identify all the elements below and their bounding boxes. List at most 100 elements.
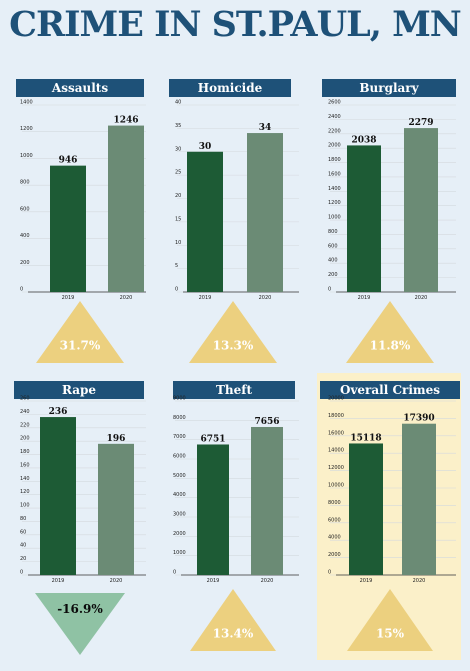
assaults-ytick-label: 400 bbox=[20, 233, 30, 239]
theft-ytick-label: 6000 bbox=[173, 454, 186, 460]
homicide-change-triangle bbox=[189, 301, 277, 363]
assaults-ytick-label: 800 bbox=[20, 180, 30, 186]
burglary-chart-title: Burglary bbox=[322, 79, 456, 97]
burglary-ytick-label: 2400 bbox=[328, 114, 341, 120]
assaults-value-label-2020: 1246 bbox=[113, 116, 138, 126]
homicide-ytick-label: 20 bbox=[175, 193, 181, 199]
homicide-chart-title: Homicide bbox=[169, 79, 291, 97]
theft-chart-title: Theft bbox=[173, 381, 295, 399]
rape-change-label: -16.9% bbox=[57, 602, 103, 616]
burglary-ytick-label: 1400 bbox=[328, 186, 341, 192]
rape-ytick-label: 120 bbox=[20, 489, 30, 495]
burglary-ytick-label: 1200 bbox=[328, 200, 341, 206]
homicide-chart-svg: 0 5 10 15 20 25 30 35 40 30 2019 34 2020 13.3% bbox=[175, 100, 299, 363]
rape-change-triangle bbox=[35, 593, 125, 655]
rape-chart-title: Rape bbox=[14, 381, 144, 399]
rape-ytick-label: 140 bbox=[20, 476, 30, 482]
theft-ytick-label: 1000 bbox=[173, 550, 186, 556]
overall-crimes-change-triangle bbox=[347, 589, 433, 651]
theft-bar-2020 bbox=[251, 426, 283, 575]
theft-ytick-label: 7000 bbox=[173, 434, 186, 440]
assaults-value-label-2019: 946 bbox=[59, 156, 78, 166]
rape-ytick-label: 0 bbox=[20, 570, 23, 576]
overall-crimes-category-label-2019: 2019 bbox=[360, 578, 373, 584]
assaults-chart-title: Assaults bbox=[16, 79, 144, 97]
homicide-category-label-2019: 2019 bbox=[199, 295, 212, 301]
theft-bar-2019 bbox=[197, 444, 229, 575]
overall-crimes-ytick-label: 10000 bbox=[328, 483, 344, 489]
homicide-ytick-label: 30 bbox=[175, 146, 181, 152]
homicide-chart-panel: Homicide 0 5 10 15 20 25 30 35 40 30 2019 34 2020 13.3… bbox=[163, 79, 303, 369]
rape-chart-svg: 0 20 40 60 80 100 120 140 160 180 200 220 240 260 236 2… bbox=[20, 396, 146, 655]
burglary-bar-2020 bbox=[404, 128, 438, 292]
burglary-ytick-label: 2600 bbox=[328, 100, 341, 106]
burglary-ytick-label: 0 bbox=[328, 287, 331, 293]
burglary-change-triangle bbox=[346, 301, 434, 363]
overall-crimes-chart-svg: 0 2000 4000 6000 8000 10000 12000 14000 16000 180… bbox=[328, 396, 456, 651]
overall-crimes-value-label-2020: 17390 bbox=[403, 414, 434, 424]
theft-value-label-2019: 6751 bbox=[200, 434, 225, 444]
burglary-ytick-label: 2200 bbox=[328, 128, 341, 134]
assaults-change-label: 31.7% bbox=[60, 338, 101, 352]
theft-category-label-2019: 2019 bbox=[207, 578, 220, 584]
overall-crimes-ytick-label: 0 bbox=[328, 570, 331, 576]
assaults-ytick-label: 1400 bbox=[20, 100, 33, 106]
rape-ytick-label: 100 bbox=[20, 503, 30, 509]
overall-crimes-ytick-label: 14000 bbox=[328, 448, 344, 454]
theft-ytick-label: 4000 bbox=[173, 492, 186, 498]
assaults-ytick-label: 1000 bbox=[20, 153, 33, 159]
assaults-chart-panel: Assaults 0 200 400 600 800 1000 1200 1400 946 2019… bbox=[10, 79, 150, 369]
rape-ytick-label: 80 bbox=[20, 516, 26, 522]
theft-ytick-label: 2000 bbox=[173, 531, 186, 537]
theft-ytick-label: 3000 bbox=[173, 512, 186, 518]
overall-crimes-ytick-label: 2000 bbox=[328, 552, 341, 558]
assaults-bar-2019 bbox=[50, 165, 86, 292]
rape-value-label-2020: 196 bbox=[107, 434, 126, 444]
homicide-ytick-label: 10 bbox=[175, 240, 181, 246]
burglary-value-label-2019: 2038 bbox=[351, 135, 376, 145]
homicide-category-label-2020: 2020 bbox=[259, 295, 272, 301]
rape-bar-2019 bbox=[40, 417, 76, 575]
overall-crimes-change-label: 15% bbox=[376, 626, 405, 640]
rape-chart-panel: Rape 0 20 40 60 80 100 120 140 160 180 200 220 240 260… bbox=[10, 381, 150, 671]
overall-crimes-ytick-label: 8000 bbox=[328, 500, 341, 506]
homicide-value-label-2019: 30 bbox=[199, 142, 212, 152]
rape-bar-2020 bbox=[98, 443, 134, 575]
burglary-change-label: 11.8% bbox=[370, 338, 411, 352]
assaults-category-label-2019: 2019 bbox=[62, 295, 75, 301]
burglary-value-label-2020: 2279 bbox=[408, 118, 433, 128]
overall-crimes-ytick-label: 6000 bbox=[328, 517, 341, 523]
homicide-value-label-2020: 34 bbox=[259, 123, 272, 133]
assaults-chart-svg: 0 200 400 600 800 1000 1200 1400 946 2019 1246 2020… bbox=[20, 100, 146, 363]
overall-crimes-ytick-label: 4000 bbox=[328, 535, 341, 541]
theft-ytick-label: 5000 bbox=[173, 473, 186, 479]
page-title: CRIME IN ST.PAUL, MN bbox=[9, 4, 462, 45]
homicide-ytick-label: 5 bbox=[175, 263, 178, 269]
overall-crimes-bar-2019 bbox=[349, 443, 383, 575]
overall-crimes-value-label-2019: 15118 bbox=[350, 433, 381, 443]
homicide-ytick-label: 0 bbox=[175, 287, 178, 293]
homicide-bar-2019 bbox=[187, 151, 223, 292]
burglary-ytick-label: 1800 bbox=[328, 157, 341, 163]
theft-chart-panel: Theft 0 1000 2000 3000 4000 5000 6000 7000 8000 90… bbox=[163, 381, 303, 671]
burglary-ytick-label: 600 bbox=[328, 243, 338, 249]
homicide-bar-2020 bbox=[247, 133, 283, 292]
rape-ytick-label: 40 bbox=[20, 543, 26, 549]
burglary-category-label-2020: 2020 bbox=[415, 295, 428, 301]
overall-crimes-category-label-2020: 2020 bbox=[413, 578, 426, 584]
overall-crimes-chart-panel: Overall Crimes 0 2000 4000 6000 8000 10000 1200… bbox=[318, 381, 462, 671]
burglary-ytick-label: 400 bbox=[328, 258, 338, 264]
assaults-ytick-label: 0 bbox=[20, 287, 23, 293]
burglary-ytick-label: 1000 bbox=[328, 215, 341, 221]
rape-category-label-2020: 2020 bbox=[110, 578, 123, 584]
theft-value-label-2020: 7656 bbox=[254, 417, 279, 427]
burglary-ytick-label: 800 bbox=[328, 229, 338, 235]
burglary-ytick-label: 200 bbox=[328, 272, 338, 278]
overall-crimes-ytick-label: 12000 bbox=[328, 465, 344, 471]
rape-ytick-label: 180 bbox=[20, 449, 30, 455]
overall-crimes-ytick-label: 20000 bbox=[328, 396, 344, 402]
overall-crimes-ytick-label: 16000 bbox=[328, 430, 344, 436]
theft-chart-svg: 0 1000 2000 3000 4000 5000 6000 7000 8000 9000 675… bbox=[173, 396, 299, 651]
overall-crimes-chart-title: Overall Crimes bbox=[320, 381, 460, 399]
rape-ytick-label: 260 bbox=[20, 396, 30, 402]
